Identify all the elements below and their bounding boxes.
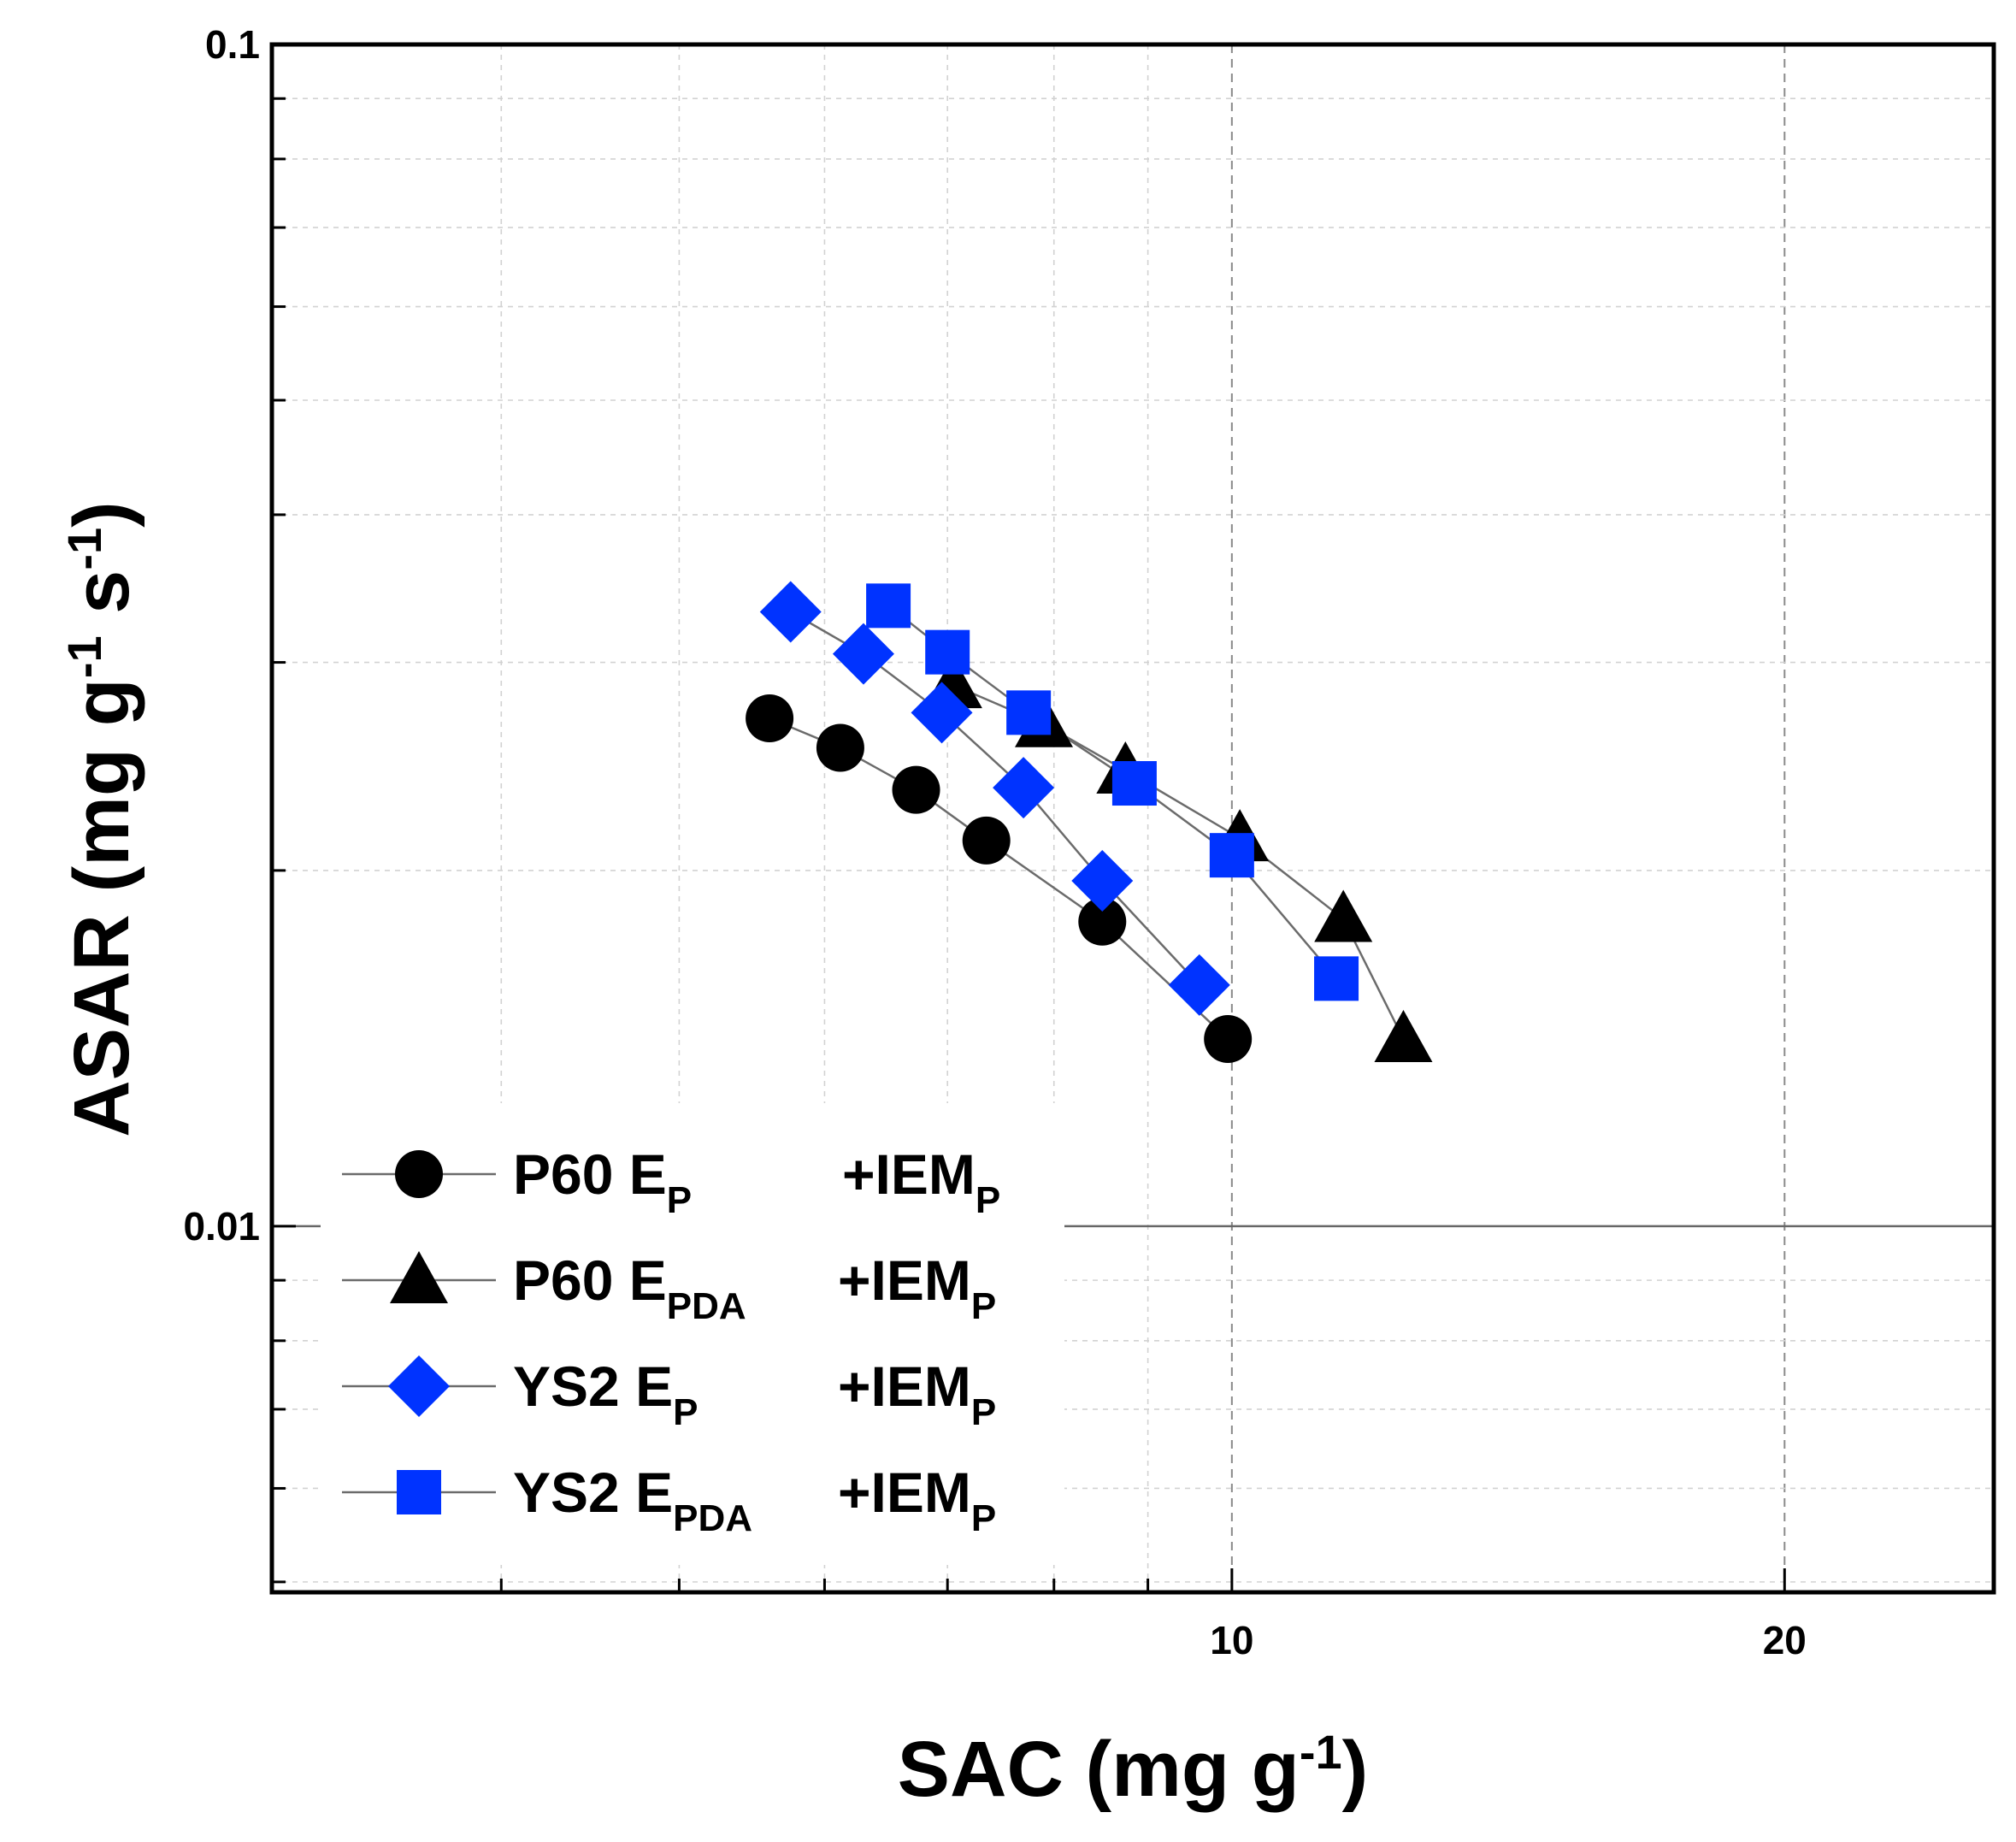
tick-labels: 10 20 0.01 0.1: [183, 22, 1806, 1662]
data-point-triangle: [1374, 1010, 1433, 1063]
x-tick-label: 10: [1210, 1618, 1253, 1662]
data-point-diamond: [993, 757, 1055, 819]
data-point-diamond: [759, 581, 822, 643]
data-point-circle: [892, 765, 940, 814]
grid-lines: [272, 44, 1994, 1592]
data-point-circle: [746, 694, 794, 743]
legend: P60 EP +IEMP P60 EPDA +IEMP YS2 EP +IEMP YS…: [321, 1103, 1064, 1565]
data-point-circle: [1078, 897, 1127, 946]
legend-label-ys2-ep: YS2 EP +IEMP: [513, 1355, 996, 1433]
data-point-diamond: [1168, 953, 1230, 1016]
data-point-triangle: [1314, 889, 1373, 942]
legend-symbol-square: [397, 1470, 441, 1514]
x-tick-label: 20: [1763, 1618, 1807, 1662]
data-point-square: [866, 583, 911, 629]
data-point-circle: [816, 723, 864, 772]
legend-background: [321, 1103, 1064, 1565]
data-point-square: [1006, 690, 1052, 735]
data-point-circle: [962, 816, 1011, 865]
legend-symbol-circle: [395, 1150, 443, 1198]
y-tick-label: 0.01: [183, 1204, 260, 1249]
data-point-square: [925, 629, 970, 675]
data-point-square: [1111, 761, 1157, 806]
data-point-diamond: [832, 623, 894, 685]
legend-symbol-diamond: [388, 1355, 450, 1417]
x-axis-title: SAC (mg g-1): [898, 1725, 1369, 1813]
data-point-diamond: [1071, 850, 1134, 912]
legend-label-p60-ep: P60 EP +IEMP: [513, 1142, 1000, 1221]
legend-label-p60-epda: P60 EPDA +IEMP: [513, 1249, 996, 1327]
data-point-diamond: [911, 682, 973, 744]
data-point-circle: [1204, 1015, 1253, 1064]
legend-label-ys2-epda: YS2 EPDA +IEMP: [513, 1461, 996, 1539]
plot-frame: [269, 42, 1996, 1595]
y-tick-label: 0.1: [205, 22, 260, 67]
data-point-square: [1209, 833, 1254, 878]
data-markers: [746, 581, 1433, 1064]
y-axis-title: ASAR (mg g-1 s-1): [57, 501, 145, 1137]
axis-ticks: [272, 97, 1786, 1592]
data-point-square: [1314, 956, 1359, 1001]
legend-symbol-triangle: [390, 1251, 448, 1303]
